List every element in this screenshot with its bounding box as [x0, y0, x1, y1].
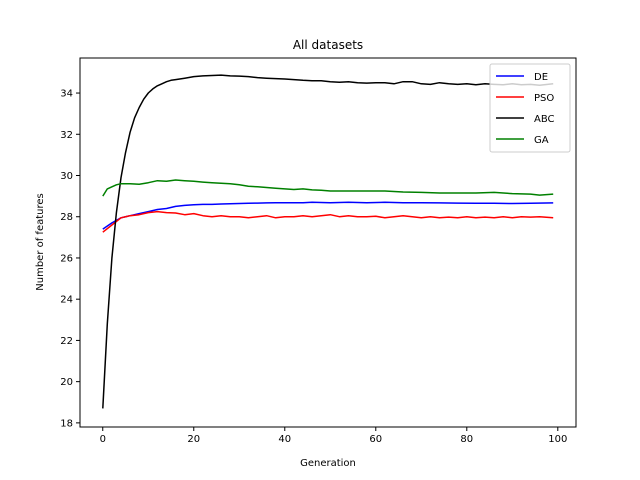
x-tick-label: 100 — [548, 434, 567, 445]
chart-title: All datasets — [293, 38, 363, 52]
y-tick-label: 24 — [60, 295, 73, 306]
y-tick-label: 30 — [60, 171, 73, 182]
x-axis: 0 20 40 60 80 100 — [100, 427, 567, 445]
y-tick-label: 20 — [60, 377, 73, 388]
plot-frame — [79, 57, 577, 428]
series-line-abc — [102, 74, 554, 409]
legend-label-abc: ABC — [534, 114, 555, 125]
y-tick-label: 32 — [60, 130, 73, 141]
x-axis-label: Generation — [300, 458, 356, 469]
legend-label-de: DE — [534, 72, 548, 83]
y-axis: 18 20 22 24 26 28 30 32 34 — [60, 89, 80, 429]
x-tick-label: 20 — [187, 434, 200, 445]
y-tick-label: 18 — [60, 418, 73, 429]
legend-box — [489, 63, 571, 153]
x-tick-label: 0 — [100, 434, 106, 445]
series-line-de — [102, 201, 554, 230]
x-tick-label: 80 — [460, 434, 473, 445]
y-tick-label: 22 — [60, 336, 73, 347]
series-line-ga — [102, 179, 554, 197]
y-tick-label: 26 — [60, 253, 73, 264]
x-tick-label: 40 — [278, 434, 291, 445]
y-axis-label: Number of features — [35, 193, 46, 290]
x-tick-label: 60 — [369, 434, 382, 445]
series-line-pso — [102, 210, 554, 233]
legend-label-ga: GA — [534, 135, 549, 146]
legend: DE PSO ABC GA — [489, 63, 571, 153]
legend-label-pso: PSO — [534, 93, 554, 104]
plot-area — [102, 74, 554, 409]
y-tick-label: 28 — [60, 212, 73, 223]
y-tick-label: 34 — [60, 89, 73, 100]
